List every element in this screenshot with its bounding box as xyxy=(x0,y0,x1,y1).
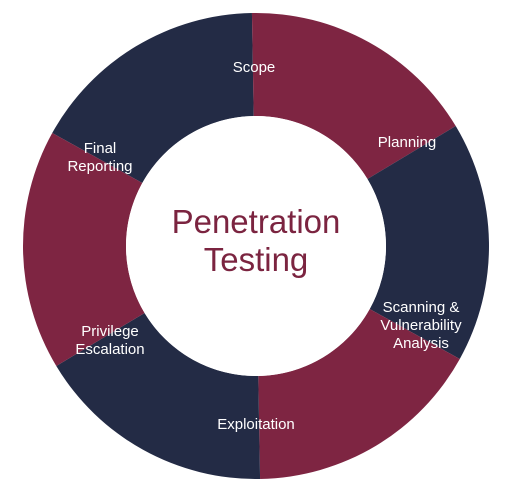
segment-privilege-escalation xyxy=(56,312,261,479)
segment-label-line: Privilege xyxy=(81,323,139,340)
segment-exploitation xyxy=(258,309,460,479)
segment-label-line: Exploitation xyxy=(217,416,295,433)
segment-planning xyxy=(251,13,456,180)
segment-label-privilege-escalation: Privilege Escalation xyxy=(75,323,144,358)
segment-scope xyxy=(52,13,254,183)
center-hub xyxy=(126,116,386,376)
segment-label-scanning: Scanning & Vulnerability Analysis xyxy=(380,299,462,352)
segments-layer xyxy=(22,13,489,479)
labels-layer: Scope Planning Scanning & Vulnerability Anal… xyxy=(67,59,462,433)
center-title-line: Testing xyxy=(204,241,309,278)
segment-label-line: Escalation xyxy=(75,341,144,358)
segment-label-line: Scope xyxy=(233,59,276,76)
segment-label-exploitation: Exploitation xyxy=(217,416,295,433)
segment-label-scope: Scope xyxy=(233,59,276,76)
segment-scanning xyxy=(367,125,489,359)
segment-label-line: Scanning & xyxy=(383,299,460,316)
segment-label-line: Analysis xyxy=(393,335,449,352)
center-title-line: Penetration xyxy=(172,203,341,240)
segment-label-line: Reporting xyxy=(67,158,132,175)
segment-label-line: Vulnerability xyxy=(380,317,462,334)
segment-label-line: Planning xyxy=(378,134,436,151)
segment-label-planning: Planning xyxy=(378,134,436,151)
segment-label-final-reporting: Final Reporting xyxy=(67,140,132,175)
center-title: Penetration Testing xyxy=(172,203,341,278)
segment-final-reporting xyxy=(22,133,145,367)
segment-label-line: Final xyxy=(84,140,117,157)
